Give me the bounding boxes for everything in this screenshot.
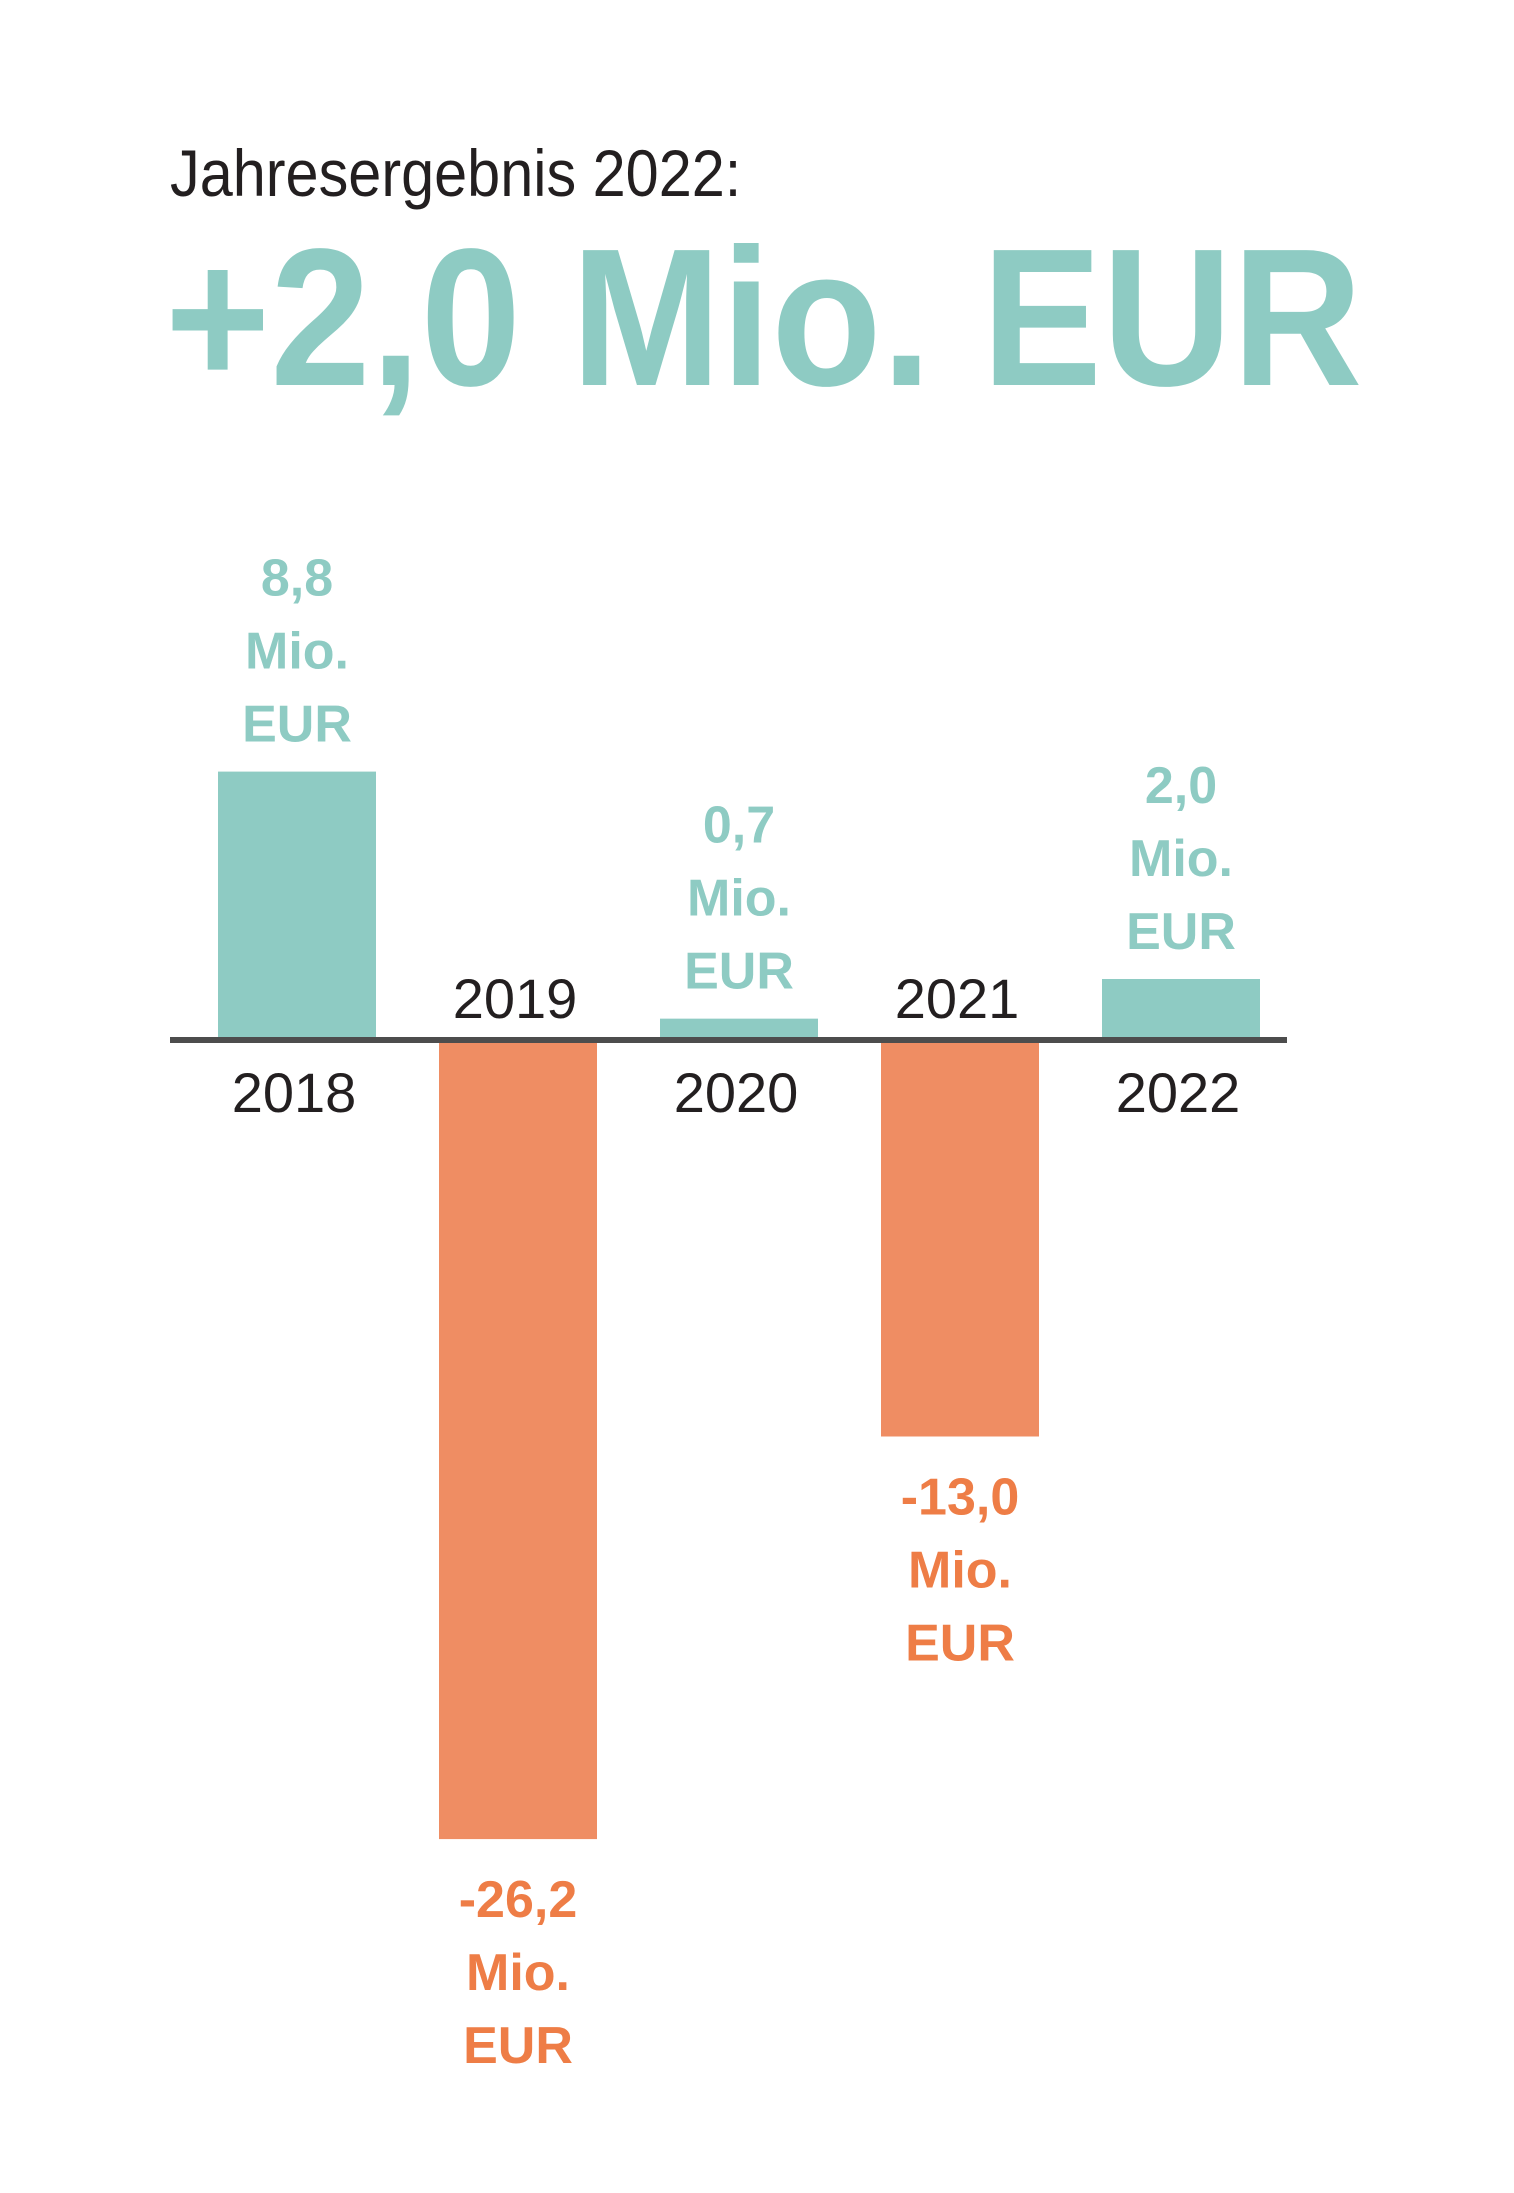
year-label-2021: 2021 [895,967,1020,1030]
bar-2019 [439,1040,597,1840]
year-label-2022: 2022 [1116,1061,1241,1124]
headline-result: +2,0 Mio. EUR [165,208,1363,427]
year-label-2018: 2018 [232,1061,357,1124]
year-label-2019: 2019 [453,967,578,1030]
labels-group: 2018 8,8 Mio. EUR 2019 -26,2 Mio. EUR 2020 0,7 Mio… [232,550,1241,2076]
value-label-2019: -26,2 Mio. EUR [459,1871,578,2075]
bar-2018 [218,771,376,1040]
bars-group [218,771,1260,1840]
bar-2022 [1102,979,1260,1040]
value-label-2018: 8,8 Mio. EUR [242,550,352,754]
bar-2020 [660,1018,818,1040]
year-label-2020: 2020 [674,1061,799,1124]
chart-title: Jahresergebnis 2022: [170,136,742,210]
value-label-2020: 0,7 Mio. EUR [684,797,794,1001]
bar-2021 [881,1040,1039,1437]
value-label-2021: -13,0 Mio. EUR [901,1469,1020,1673]
value-label-2022: 2,0 Mio. EUR [1126,757,1236,961]
